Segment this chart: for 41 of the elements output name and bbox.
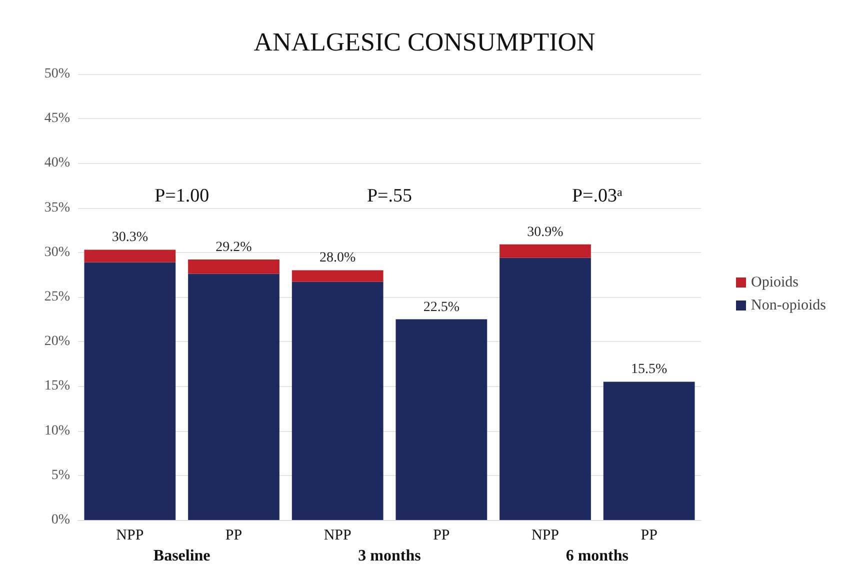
text: Baseline	[153, 548, 210, 564]
y-tick-label: 5%	[51, 468, 70, 483]
x-tick-label: PP	[640, 528, 658, 544]
bar	[500, 244, 591, 258]
x-tick-label: NPP	[324, 528, 352, 544]
bar	[188, 274, 280, 520]
bar	[188, 260, 280, 274]
y-tick-label: 45%	[44, 111, 70, 126]
x-tick-label: NPP	[531, 528, 560, 544]
y-tick-label: 40%	[44, 156, 70, 171]
x-tick-label: NPP	[116, 528, 144, 544]
y-tick-label: 50%	[44, 66, 70, 82]
y-tick-label: 30%	[44, 244, 70, 260]
y-tick-label: 0%	[51, 512, 70, 528]
bar	[84, 250, 176, 262]
y-tick-label: 25%	[44, 290, 70, 304]
y-tick-label: 20%	[44, 334, 70, 350]
y-tick-label: 35%	[44, 200, 70, 216]
total-label: 28.0%	[319, 250, 356, 266]
x-tick-label: PP	[433, 528, 450, 544]
legend-label: Opioids	[751, 274, 799, 290]
y-tick-label: 10%	[44, 423, 70, 438]
chart-title: ANALGESIC CONSUMPTION	[254, 28, 596, 56]
bar	[84, 262, 176, 520]
total-label: 30.9%	[527, 224, 564, 240]
annotation: P=1.00	[154, 186, 210, 206]
bar	[292, 282, 384, 520]
total-label: 30.3%	[112, 230, 148, 246]
annotation: P=.55	[366, 186, 412, 206]
y-tick-label: 15%	[44, 378, 70, 394]
total-label: 29.2%	[216, 240, 252, 256]
bar	[396, 319, 488, 520]
bar	[500, 258, 591, 520]
bar	[292, 270, 384, 282]
total-label: 22.5%	[423, 300, 460, 315]
total-label: 15.5%	[630, 362, 668, 378]
text: 6 months	[566, 548, 629, 564]
bar	[603, 382, 695, 520]
x-tick-label: PP	[225, 528, 242, 544]
text: 3 months	[358, 548, 421, 564]
legend-label: Non-opioids	[751, 298, 826, 314]
